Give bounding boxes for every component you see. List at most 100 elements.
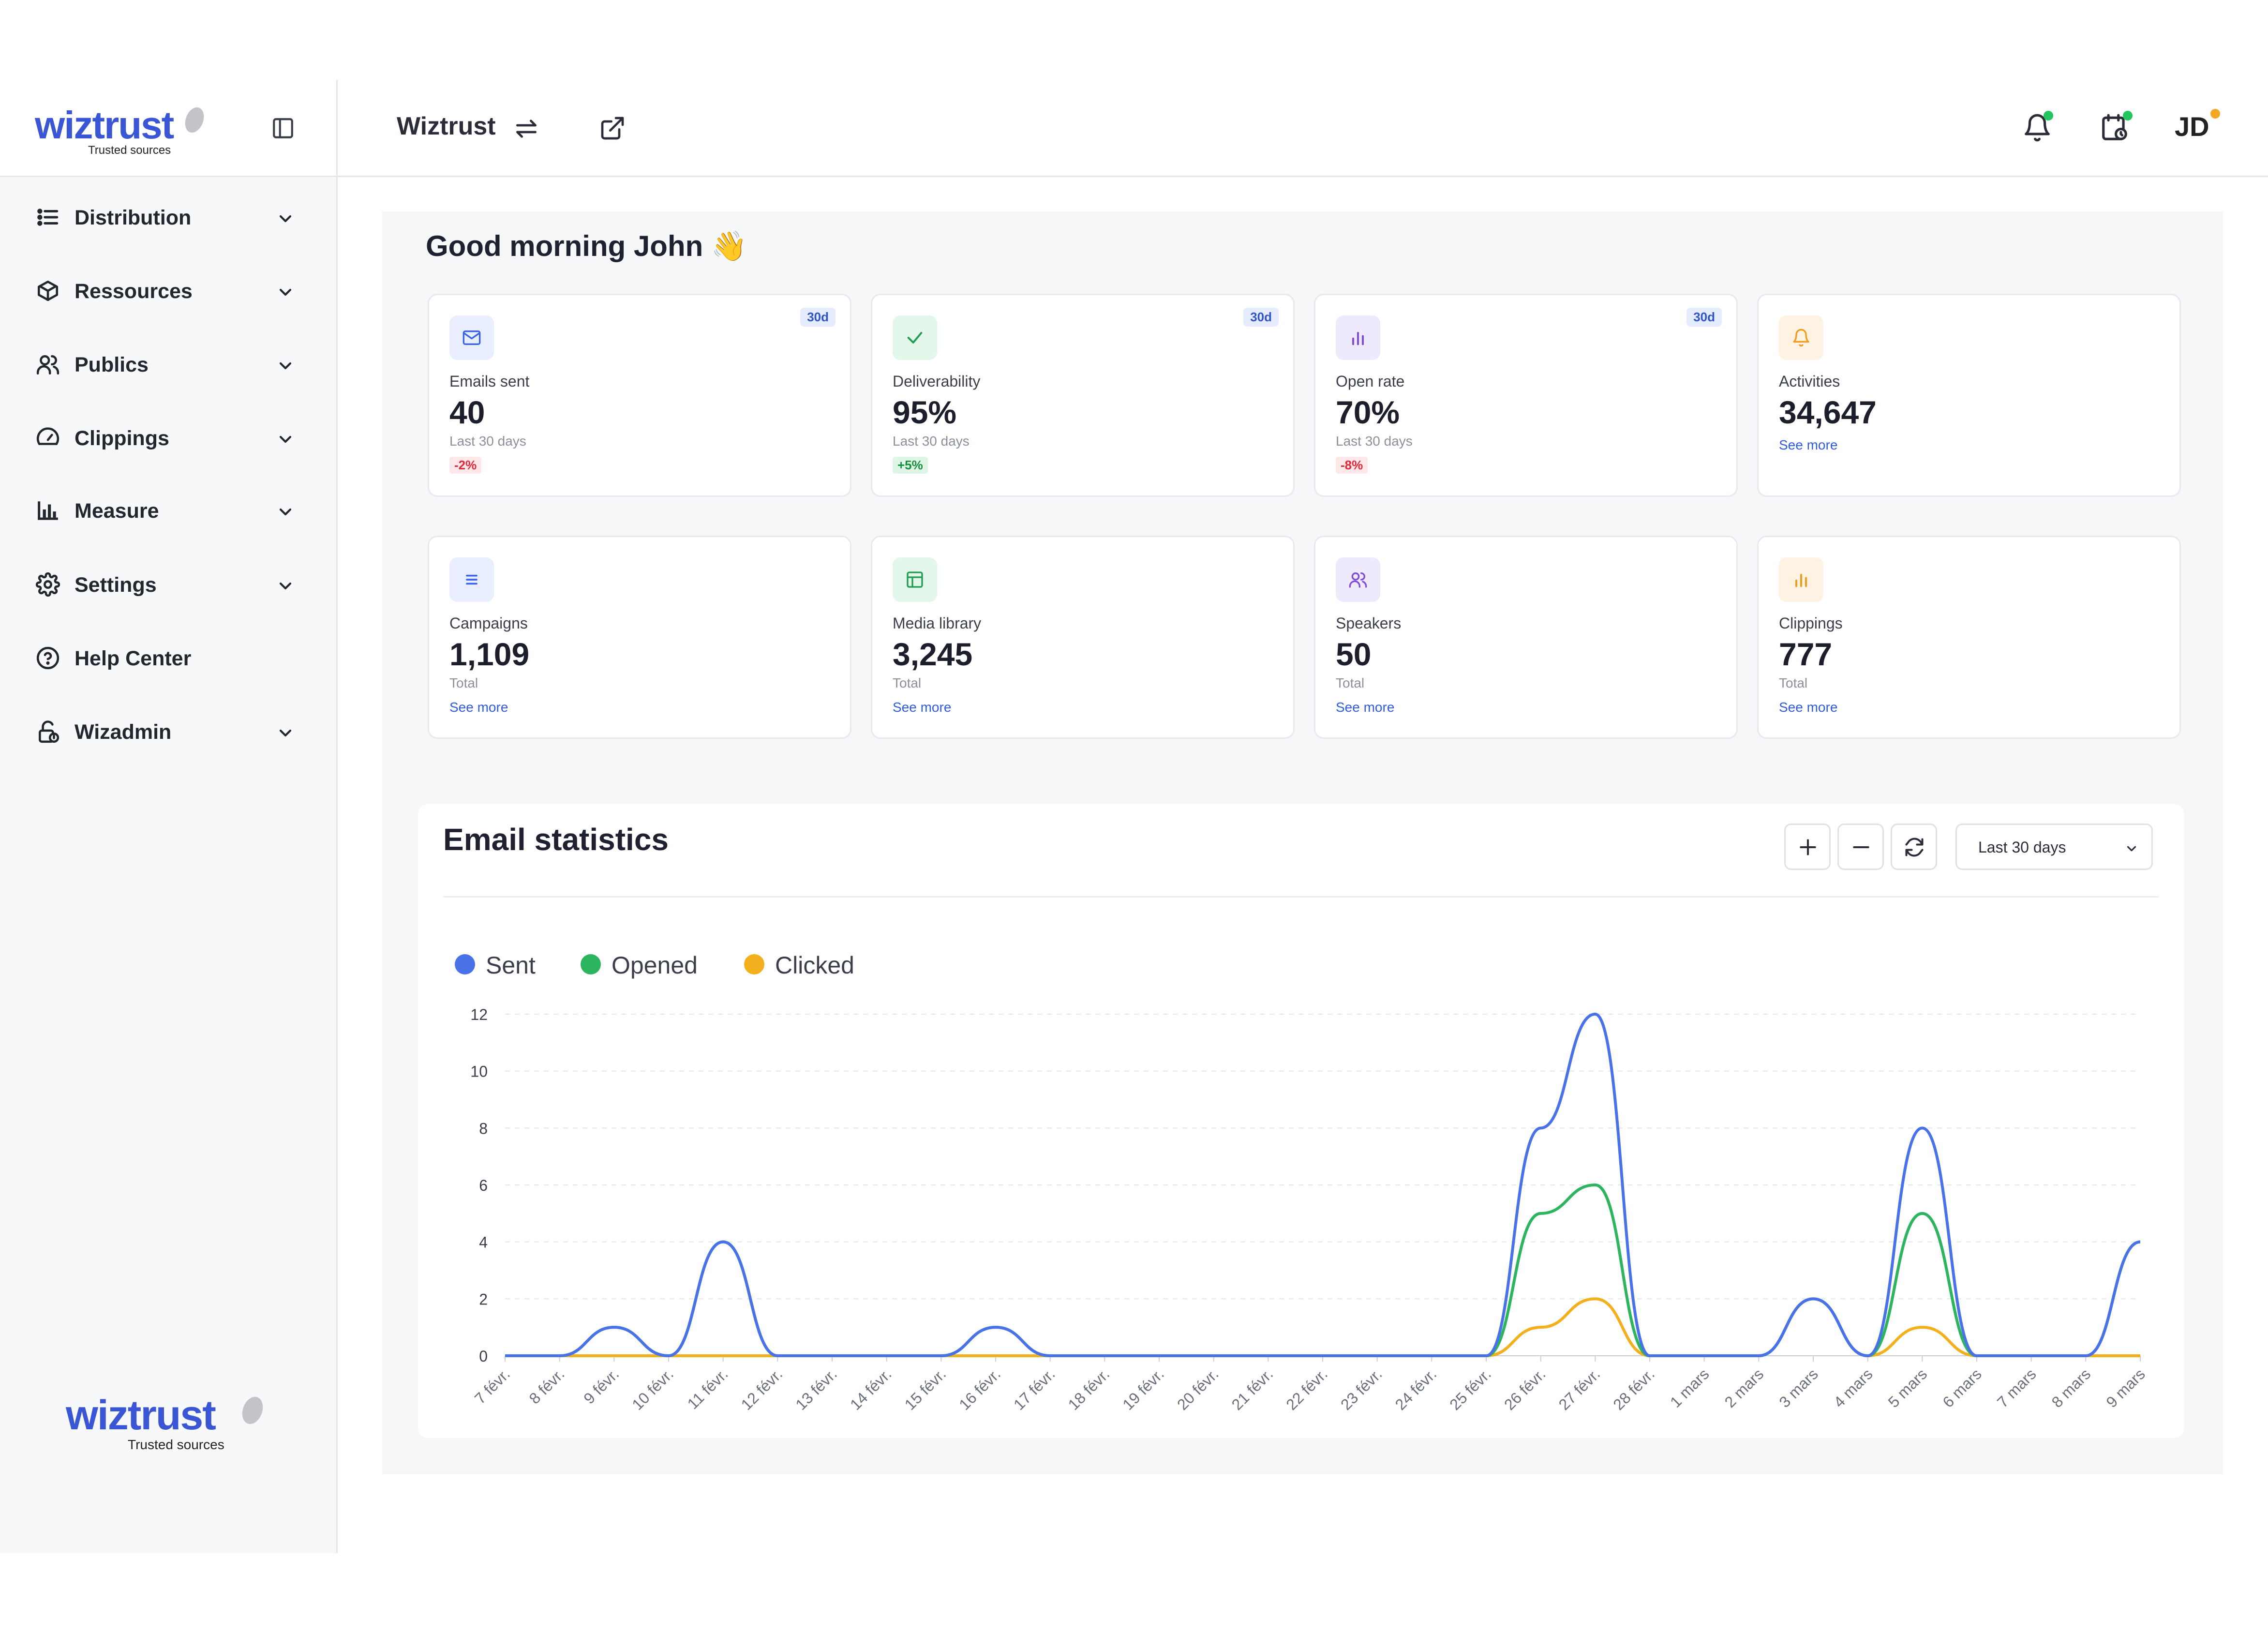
x-tick-label: 6 mars <box>1939 1365 1985 1411</box>
stat-label: Emails sent <box>449 373 530 390</box>
sidebar-item-settings[interactable]: Settings <box>0 556 336 609</box>
switch-workspace-icon[interactable] <box>511 115 542 142</box>
x-tick-label: 5 mars <box>1885 1365 1931 1411</box>
series-line-opened <box>505 1184 2141 1357</box>
x-tick-label: 17 févr. <box>1010 1365 1059 1413</box>
see-more-link[interactable]: See more <box>449 700 508 715</box>
user-initials: JD <box>2175 111 2209 142</box>
stat-value: 70% <box>1336 394 1400 430</box>
greeting-heading: Good morning John 👋 <box>426 230 747 262</box>
period-badge: 30d <box>1243 308 1279 327</box>
lock-icon <box>36 719 60 744</box>
bell-icon <box>1779 315 1823 360</box>
gauge-icon <box>36 426 60 450</box>
sidebar-toggle-icon[interactable] <box>271 116 295 140</box>
period-badge: 30d <box>1686 308 1722 327</box>
notification-dot <box>2044 111 2053 120</box>
see-more-link[interactable]: See more <box>893 700 952 715</box>
chevron-down-icon <box>276 430 295 449</box>
x-tick-label: 9 mars <box>2103 1365 2149 1411</box>
help-circle-icon <box>36 646 60 670</box>
reset-zoom-button[interactable] <box>1891 824 1937 870</box>
stat-card-campaigns[interactable]: Campaigns 1,109 Total See more <box>428 536 851 739</box>
list-icon <box>36 205 60 229</box>
chevron-down-icon <box>276 576 295 596</box>
sidebar-item-ressources[interactable]: Ressources <box>0 262 336 315</box>
panel-divider <box>443 896 2159 898</box>
x-tick-label: 19 févr. <box>1119 1365 1167 1413</box>
notifications-bell-icon[interactable] <box>2022 111 2053 143</box>
y-tick-label: 6 <box>479 1177 488 1194</box>
stat-label: Open rate <box>1336 373 1405 390</box>
sidebar-item-label: Wizadmin <box>75 720 172 744</box>
stat-card-deliverability[interactable]: 30d Deliverability 95% Last 30 days +5% <box>871 294 1295 497</box>
sidebar-item-distribution[interactable]: Distribution <box>0 189 336 242</box>
stat-card-open-rate[interactable]: 30d Open rate 70% Last 30 days -8% <box>1314 294 1738 497</box>
email-statistics-panel: 0 2 4 6 8 10 12 7 févr. 8 févr. 9 févr. 10 févr. 11… <box>418 804 2184 1438</box>
x-tick-label: 3 mars <box>1776 1365 1821 1411</box>
x-tick-label: 8 févr. <box>526 1365 568 1407</box>
panel-title: Email statistics <box>443 822 669 857</box>
x-tick-label: 9 févr. <box>580 1365 622 1407</box>
mail-icon <box>449 315 494 360</box>
brand-logo[interactable]: wiztrust Trusted sources <box>35 103 209 157</box>
zoom-in-button[interactable] <box>1784 824 1831 870</box>
stat-subtext: Total <box>893 675 922 690</box>
x-tick-label: 15 févr. <box>901 1365 950 1413</box>
brand-wordmark: wiztrust <box>35 104 174 147</box>
sidebar-item-help-center[interactable]: Help Center <box>0 629 336 683</box>
sidebar-item-label: Ressources <box>75 280 193 303</box>
bar-chart-icon <box>1779 557 1823 602</box>
zoom-out-button[interactable] <box>1837 824 1884 870</box>
external-link-icon[interactable] <box>599 115 626 142</box>
see-more-link[interactable]: See more <box>1779 437 1838 452</box>
x-tick-label: 7 févr. <box>471 1365 513 1407</box>
stat-value: 50 <box>1336 636 1372 672</box>
stat-value: 40 <box>449 394 485 430</box>
y-tick-label: 0 <box>479 1348 488 1365</box>
stat-card-speakers[interactable]: Speakers 50 Total See more <box>1314 536 1738 739</box>
x-tick-label: 13 févr. <box>792 1365 840 1413</box>
stat-card-activities[interactable]: Activities 34,647 See more <box>1757 294 2181 497</box>
y-tick-label: 10 <box>470 1063 488 1080</box>
stat-subtext: Total <box>449 675 478 690</box>
legend-swatch <box>744 954 764 974</box>
x-tick-label: 26 févr. <box>1501 1365 1549 1413</box>
sidebar-item-measure[interactable]: Measure <box>0 482 336 535</box>
stat-card-clippings[interactable]: Clippings 777 Total See more <box>1757 536 2181 739</box>
stat-value: 34,647 <box>1779 394 1877 430</box>
calendar-dot <box>2123 111 2133 120</box>
change-badge: -8% <box>1336 457 1368 474</box>
workspace-name[interactable]: Wiztrust <box>397 112 496 140</box>
sidebar-item-publics[interactable]: Publics <box>0 336 336 389</box>
stat-value: 95% <box>893 394 957 430</box>
stat-label: Media library <box>893 614 982 632</box>
refresh-icon <box>1905 838 1924 857</box>
user-avatar[interactable]: JD <box>2175 109 2220 142</box>
fingerprint-icon <box>181 105 208 135</box>
sidebar-item-label: Measure <box>75 499 159 523</box>
stat-card-media-library[interactable]: Media library 3,245 Total See more <box>871 536 1295 739</box>
sidebar-item-clippings[interactable]: Clippings <box>0 409 336 463</box>
sidebar-footer-logo: wiztrust Trusted sources <box>66 1392 269 1454</box>
see-more-link[interactable]: See more <box>1779 700 1838 715</box>
stat-subtext: Last 30 days <box>1336 434 1413 449</box>
sidebar-item-wizadmin[interactable]: Wizadmin <box>0 703 336 756</box>
x-tick-label: 22 févr. <box>1283 1365 1331 1413</box>
brand-tagline: Trusted sources <box>128 1437 224 1452</box>
stat-label: Campaigns <box>449 614 528 632</box>
sidebar-divider <box>336 80 338 1553</box>
date-range-select[interactable]: Last 30 days <box>1955 824 2153 870</box>
calendar-clock-icon[interactable] <box>2100 111 2133 143</box>
sidebar-item-label: Clippings <box>75 427 169 450</box>
see-more-link[interactable]: See more <box>1336 700 1395 715</box>
layout-icon <box>893 557 937 602</box>
legend-swatch <box>581 954 601 974</box>
x-tick-label: 14 févr. <box>847 1365 895 1413</box>
x-tick-label: 25 févr. <box>1446 1365 1494 1413</box>
change-badge: -2% <box>449 457 482 474</box>
check-icon <box>893 315 937 360</box>
y-tick-label: 2 <box>479 1290 488 1308</box>
stat-card-emails-sent[interactable]: 30d Emails sent 40 Last 30 days -2% <box>428 294 851 497</box>
x-tick-label: 12 févr. <box>738 1365 786 1413</box>
